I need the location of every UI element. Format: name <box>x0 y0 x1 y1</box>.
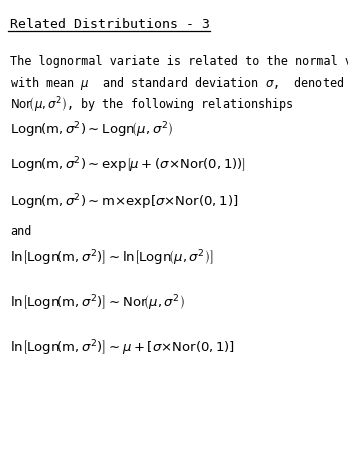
Text: $\ln\!\left[\mathrm{Logn}\!\left(\mathrm{m}, \sigma^2\right)\right] \sim \ln\!\l: $\ln\!\left[\mathrm{Logn}\!\left(\mathrm… <box>10 248 214 267</box>
Text: $\mathrm{Logn}\!\left(\mathrm{m}, \sigma^2\right) \sim \mathrm{m} {\times} \exp\: $\mathrm{Logn}\!\left(\mathrm{m}, \sigma… <box>10 192 238 211</box>
Text: $\mathrm{Logn}\!\left(\mathrm{m}, \sigma^2\right) \sim \exp\!\left[\mu + \left(\: $\mathrm{Logn}\!\left(\mathrm{m}, \sigma… <box>10 155 246 174</box>
Text: with mean $\mu$  and standard deviation $\sigma$,  denoted by: with mean $\mu$ and standard deviation $… <box>10 75 348 92</box>
Text: and: and <box>10 224 31 238</box>
Text: Related Distributions - 3: Related Distributions - 3 <box>10 18 210 31</box>
Text: The lognormal variate is related to the normal variate: The lognormal variate is related to the … <box>10 55 348 68</box>
Text: $\mathrm{Logn}\!\left(\mathrm{m}, \sigma^2\right) \sim \mathrm{Logn}\!\left(\mu,: $\mathrm{Logn}\!\left(\mathrm{m}, \sigma… <box>10 120 173 139</box>
Text: $\mathrm{Nor}\!\left(\mu, \sigma^2\right)$, by the following relationships: $\mathrm{Nor}\!\left(\mu, \sigma^2\right… <box>10 95 294 114</box>
Text: $\ln\!\left[\mathrm{Logn}\!\left(\mathrm{m}, \sigma^2\right)\right] \sim \mu + \: $\ln\!\left[\mathrm{Logn}\!\left(\mathrm… <box>10 337 235 357</box>
Text: $\ln\!\left[\mathrm{Logn}\!\left(\mathrm{m}, \sigma^2\right)\right] \sim \mathrm: $\ln\!\left[\mathrm{Logn}\!\left(\mathrm… <box>10 293 185 312</box>
